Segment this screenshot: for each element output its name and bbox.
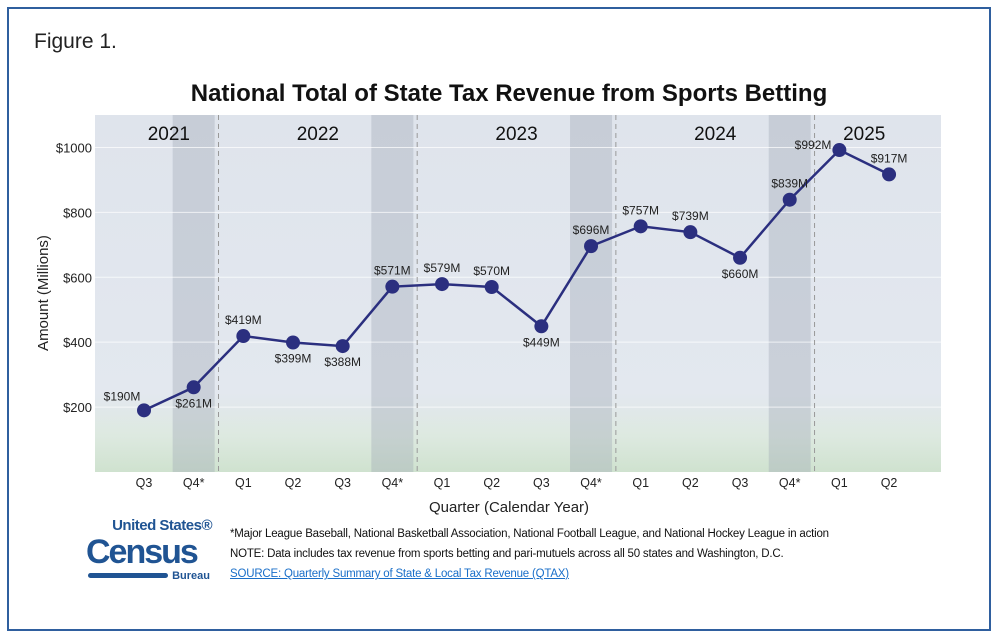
x-tick-label: Q4* <box>183 476 205 490</box>
logo-line-bureau: Bureau <box>172 570 210 582</box>
data-label: $757M <box>622 203 659 217</box>
plot-background <box>95 115 941 472</box>
y-tick-label: $800 <box>63 205 92 220</box>
data-label: $992M <box>795 138 832 152</box>
logo-line-census: Census <box>86 533 199 571</box>
data-label: $449M <box>523 335 560 349</box>
data-point <box>633 219 648 234</box>
footnote: *Major League Baseball, National Basketb… <box>230 528 829 540</box>
x-axis-label: Quarter (Calendar Year) <box>429 499 589 516</box>
data-point <box>534 319 549 334</box>
series-line <box>143 148 890 412</box>
highlight-band <box>570 115 613 472</box>
data-label: $570M <box>473 264 510 278</box>
data-label: $388M <box>324 355 361 369</box>
x-tick-label: Q3 <box>334 476 351 490</box>
highlight-band <box>768 115 811 472</box>
data-label: $571M <box>374 264 411 278</box>
data-point <box>385 279 400 294</box>
x-tick-label: Q4* <box>580 476 602 490</box>
data-point <box>782 192 797 207</box>
x-tick-label: Q1 <box>831 476 848 490</box>
x-tick-label: Q3 <box>136 476 153 490</box>
data-point <box>335 339 350 354</box>
logo-bar <box>88 573 168 578</box>
data-label: $917M <box>871 151 908 165</box>
logo-line-united-states: United States® <box>112 517 212 534</box>
data-point <box>186 380 201 395</box>
data-point <box>683 225 698 240</box>
y-tick-label: $1000 <box>56 140 92 155</box>
source-link[interactable]: SOURCE: Quarterly Summary of State & Loc… <box>230 568 569 580</box>
y-tick-label: $200 <box>63 400 92 415</box>
chart-notes: *Major League Baseball, National Basketb… <box>230 524 829 584</box>
x-tick-label: Q4* <box>779 476 801 490</box>
data-point <box>137 403 151 418</box>
data-label: $261M <box>175 396 212 410</box>
x-tick-label: Q2 <box>682 476 699 490</box>
data-label: $579M <box>424 261 461 275</box>
data-point <box>286 335 301 350</box>
x-tick-label: Q3 <box>533 476 550 490</box>
year-label: 2021 <box>148 124 190 145</box>
year-label: 2024 <box>694 124 737 145</box>
census-bureau-logo: United States® Census Bureau <box>86 518 216 584</box>
data-label: $739M <box>672 209 709 223</box>
data-point <box>733 250 748 265</box>
x-tick-label: Q1 <box>235 476 252 490</box>
data-point <box>584 239 599 254</box>
figure-label: Figure 1. <box>34 30 117 53</box>
data-note: NOTE: Data includes tax revenue from spo… <box>230 548 784 560</box>
data-point <box>882 167 897 182</box>
data-label: $190M <box>104 389 141 403</box>
data-label: $839M <box>771 177 808 191</box>
year-label: 2022 <box>297 124 339 145</box>
data-label: $399M <box>275 352 312 366</box>
year-label: 2025 <box>843 124 885 145</box>
x-tick-label: Q4* <box>382 476 404 490</box>
data-point <box>236 329 251 344</box>
x-tick-label: Q1 <box>434 476 451 490</box>
data-point <box>484 280 499 295</box>
x-tick-label: Q1 <box>632 476 649 490</box>
data-point <box>435 277 450 292</box>
data-label: $660M <box>722 267 759 281</box>
x-tick-label: Q2 <box>483 476 500 490</box>
chart-title: National Total of State Tax Revenue from… <box>191 80 828 107</box>
y-axis-label: Amount (Millions) <box>35 235 52 351</box>
highlight-band <box>172 115 215 472</box>
data-point <box>832 143 847 158</box>
x-tick-label: Q2 <box>881 476 898 490</box>
y-tick-label: $600 <box>63 270 92 285</box>
x-tick-label: Q2 <box>285 476 302 490</box>
y-tick-label: $400 <box>63 335 92 350</box>
year-label: 2023 <box>495 124 537 145</box>
data-label: $696M <box>573 223 610 237</box>
figure-frame <box>7 7 991 631</box>
x-tick-label: Q3 <box>732 476 749 490</box>
data-label: $419M <box>225 313 262 327</box>
